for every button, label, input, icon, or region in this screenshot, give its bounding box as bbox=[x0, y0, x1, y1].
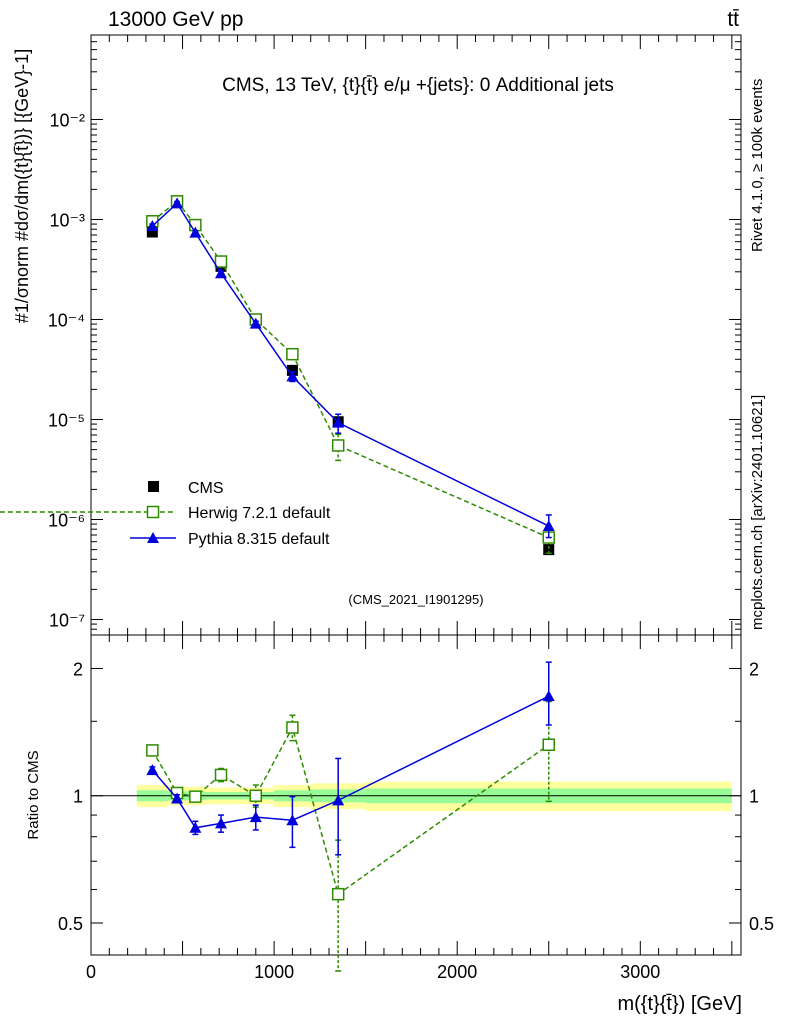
ratio-pythia-point bbox=[542, 690, 555, 702]
ratio-herwig-point bbox=[286, 721, 299, 734]
main-pythia-line bbox=[151, 202, 550, 527]
ratio-herwig-point bbox=[189, 790, 202, 803]
main-y-tick-label: 10⁻³ bbox=[49, 211, 85, 231]
x-tick-label: 2000 bbox=[437, 962, 477, 982]
main-y-tick-label: 10⁻⁷ bbox=[49, 611, 85, 631]
header-right: tt̄ bbox=[727, 8, 739, 31]
mcplots-label: mcplots.cern.ch [arXiv:2401.10621] bbox=[749, 395, 766, 630]
ratio-pythia-point bbox=[215, 817, 227, 829]
ratio-pythia-point bbox=[286, 814, 299, 826]
main-y-tick-label: 10⁻⁵ bbox=[48, 411, 85, 431]
main-herwig-point bbox=[331, 439, 345, 452]
ratio-pythia-point bbox=[146, 764, 159, 776]
ratio-herwig-point bbox=[542, 738, 555, 752]
main-series-group bbox=[146, 195, 555, 556]
x-tick-label: 0 bbox=[86, 962, 96, 982]
plot-title: CMS, 13 TeV, {t}{t̄} e/μ +{jets}: 0 Addi… bbox=[222, 75, 614, 96]
ratio-herwig-point bbox=[146, 744, 159, 757]
main-pythia-point bbox=[146, 220, 159, 232]
ratio-herwig-point bbox=[249, 789, 263, 802]
ratio-herwig-point bbox=[331, 887, 345, 901]
header-left: 13000 GeV pp bbox=[108, 8, 243, 31]
x-axis-label: m({t}{t̄}) [GeV] bbox=[617, 993, 742, 1015]
ratio-y-axis-label: Ratio to CMS bbox=[25, 750, 42, 839]
ratio-herwig-point bbox=[214, 768, 228, 782]
main-pythia-point bbox=[542, 520, 555, 532]
main-y-axis-label: #1/σnorm #dσ/dm({t}{t̄})} [{GeV}-1] bbox=[12, 49, 32, 323]
legend: CMS Herwig 7.2.1 default Pythia 8.315 de… bbox=[0, 480, 331, 548]
main-cms-point bbox=[146, 226, 158, 238]
ratio-uncertainty-band bbox=[91, 781, 741, 812]
x-tick-label: 1000 bbox=[254, 962, 294, 982]
main-pythia-point bbox=[332, 416, 345, 428]
main-y-tick-label: 10⁻⁶ bbox=[48, 511, 85, 531]
ratio-y-tick-label-right: 2 bbox=[749, 659, 759, 679]
main-pythia-point bbox=[215, 267, 227, 279]
main-axis-ticks: 10⁻⁷ 10⁻⁶ 10⁻⁵ 10⁻⁴ 10⁻³ 10⁻² bbox=[48, 34, 741, 636]
legend-cms-label: CMS bbox=[188, 480, 224, 497]
x-tick-label: 3000 bbox=[620, 962, 660, 982]
main-herwig-point bbox=[286, 347, 299, 361]
main-pythia-point bbox=[249, 317, 262, 329]
rivet-label: Rivet 4.1.0, ≥ 100k events bbox=[749, 79, 766, 252]
ratio-series-group bbox=[146, 661, 555, 972]
ratio-pythia-point bbox=[189, 821, 202, 833]
ratio-pythia-point bbox=[171, 792, 184, 804]
ratio-y-tick-label-left: 2 bbox=[73, 659, 83, 679]
main-pythia-point bbox=[189, 226, 202, 238]
ratio-y-tick-label-left: 0.5 bbox=[58, 914, 83, 934]
analysis-tag: (CMS_2021_I1901295) bbox=[348, 592, 483, 607]
main-y-tick-label: 10⁻⁴ bbox=[48, 311, 85, 331]
main-y-tick-label: 10⁻² bbox=[49, 111, 85, 131]
legend-pythia-label: Pythia 8.315 default bbox=[188, 531, 330, 548]
legend-herwig-label: Herwig 7.2.1 default bbox=[188, 505, 331, 522]
ratio-axis-ticks: 0 1000 2000 3000 0.5 0.5 1 1 2 2 bbox=[58, 635, 774, 982]
ratio-pythia-point bbox=[332, 794, 345, 806]
main-pythia-point bbox=[171, 197, 184, 209]
legend-cms-marker bbox=[148, 481, 159, 492]
ratio-y-tick-label-left: 1 bbox=[73, 787, 83, 807]
main-pythia-point bbox=[286, 370, 299, 382]
ratio-plot-frame bbox=[90, 634, 742, 956]
ratio-pythia-point bbox=[249, 811, 262, 823]
main-cms-point bbox=[543, 544, 555, 556]
ratio-y-tick-label-right: 0.5 bbox=[749, 914, 774, 934]
main-herwig-point bbox=[214, 255, 228, 268]
legend-pythia-marker bbox=[147, 532, 159, 543]
ratio-y-tick-label-right: 1 bbox=[749, 787, 759, 807]
legend-herwig-marker bbox=[146, 505, 160, 519]
